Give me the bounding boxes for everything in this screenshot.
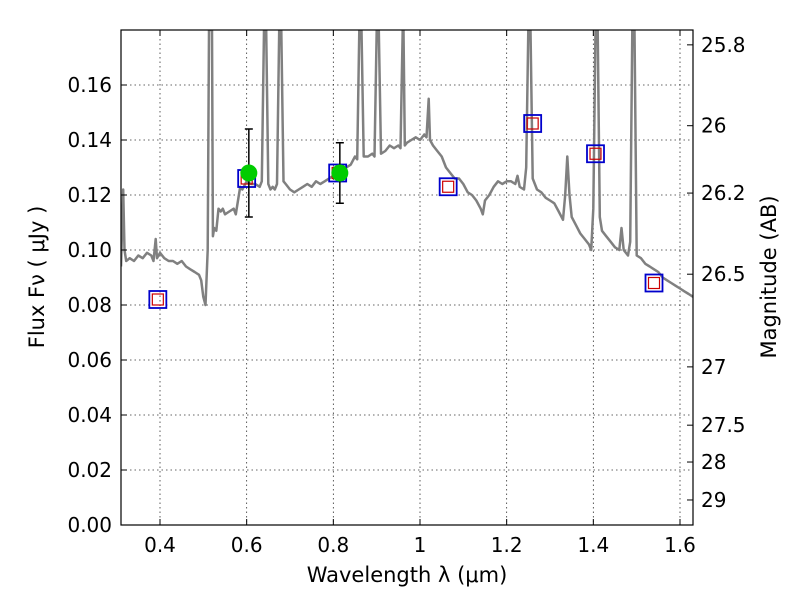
sed-line bbox=[121, 30, 693, 307]
right-tick-label: 26.2 bbox=[701, 181, 746, 205]
y-tick-label: 0.12 bbox=[67, 183, 112, 207]
right-tick-label: 26.5 bbox=[701, 262, 746, 286]
y-tick-label: 0.04 bbox=[67, 403, 112, 427]
right-tick-label: 29 bbox=[701, 488, 726, 512]
model-flux-square bbox=[438, 177, 458, 197]
y-tick-label: 0.10 bbox=[67, 238, 112, 262]
x-tick-label: 1 bbox=[414, 533, 427, 557]
y-tick-label: 0.14 bbox=[67, 128, 112, 152]
right-tick-label: 26 bbox=[701, 114, 726, 138]
x-tick-label: 0.8 bbox=[317, 533, 349, 557]
y-tick-label: 0.08 bbox=[67, 293, 112, 317]
y-tick-label: 0.16 bbox=[67, 73, 112, 97]
right-tick-label: 28 bbox=[701, 450, 726, 474]
x-tick-label: 1.6 bbox=[664, 533, 696, 557]
model-flux-square bbox=[586, 144, 605, 164]
y-tick-label: 0.02 bbox=[67, 458, 112, 482]
right-tick-label: 27 bbox=[701, 355, 726, 379]
right-tick-label: 27.5 bbox=[701, 413, 746, 437]
model-flux-inner-square bbox=[526, 117, 539, 130]
tick-layer: 0.4 0.6 0.8 1 1.2 1.4 1.6 0.00 0.02 0.04 0.06 0.08 0… bbox=[67, 30, 746, 557]
model-flux-inner-square bbox=[442, 180, 455, 193]
marker-layer bbox=[148, 114, 664, 309]
observed-point bbox=[240, 164, 258, 182]
y-tick-label: 0.06 bbox=[67, 348, 112, 372]
grid-lines bbox=[121, 30, 693, 525]
model-flux-inner-square bbox=[151, 293, 164, 306]
model-flux-inner-square bbox=[589, 147, 602, 160]
observed-point bbox=[331, 164, 349, 182]
x-tick-label: 0.4 bbox=[144, 533, 176, 557]
model-flux-square bbox=[644, 273, 664, 293]
y-tick-label: 0.00 bbox=[67, 513, 112, 537]
plot-frame bbox=[120, 29, 694, 526]
model-flux-square bbox=[148, 290, 168, 309]
x-tick-label: 1.2 bbox=[491, 533, 523, 557]
model-flux-square bbox=[523, 114, 543, 133]
series-layer bbox=[121, 30, 693, 307]
model-flux-inner-square bbox=[647, 276, 661, 290]
y-axis-label: Flux Fν ( μJy ) bbox=[25, 206, 49, 349]
x-tick-label: 1.4 bbox=[577, 533, 609, 557]
right-axis-label: Magnitude (AB) bbox=[757, 195, 781, 358]
x-axis-label: Wavelength λ (μm) bbox=[307, 563, 508, 587]
right-tick-label: 25.8 bbox=[701, 33, 746, 57]
x-tick-label: 0.6 bbox=[231, 533, 263, 557]
